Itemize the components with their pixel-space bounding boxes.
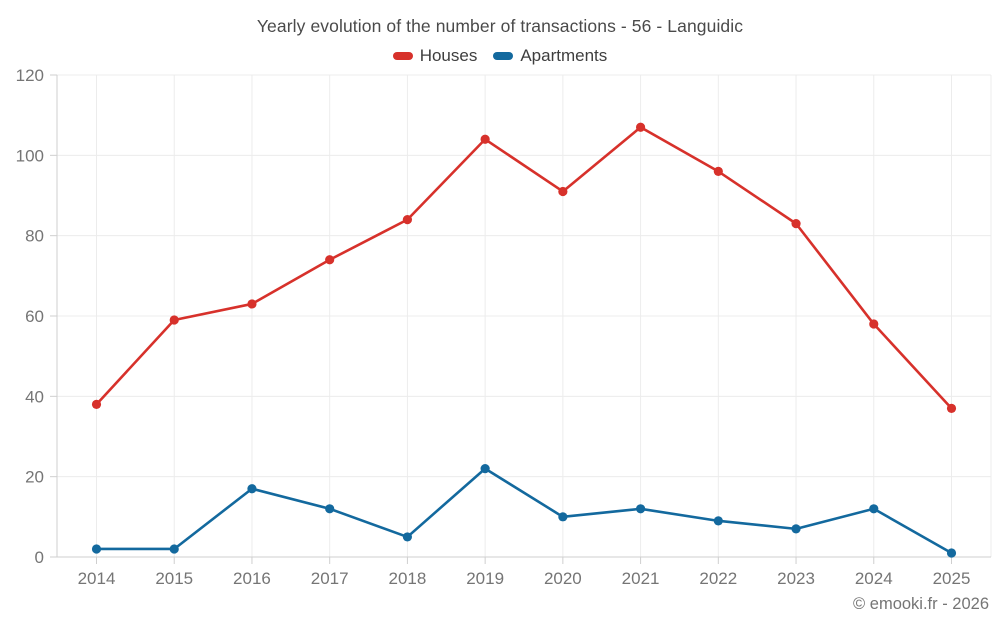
apartments-legend-swatch-icon [493, 52, 514, 60]
data-point-apartments[interactable] [402, 532, 413, 542]
x-axis-label: 2020 [544, 569, 582, 588]
data-point-houses[interactable] [247, 299, 257, 309]
x-axis-label: 2017 [311, 569, 349, 588]
x-axis-label: 2025 [933, 569, 971, 588]
y-axis-label: 60 [25, 307, 44, 326]
series-line-houses [95, 125, 953, 410]
x-axis-label: 2022 [699, 569, 737, 588]
series-line-apartments [95, 467, 953, 555]
legend-label-houses: Houses [419, 46, 478, 65]
y-axis-label: 40 [25, 387, 44, 406]
data-point-houses[interactable] [91, 399, 102, 409]
data-point-houses[interactable] [791, 219, 801, 229]
data-point-apartments[interactable] [946, 548, 957, 558]
data-point-houses[interactable] [325, 255, 335, 265]
x-axis-label: 2023 [777, 569, 815, 588]
x-axis-label: 2014 [78, 569, 116, 588]
data-point-apartments[interactable] [325, 504, 335, 514]
x-axis-label: 2015 [155, 569, 193, 588]
y-axis-label: 100 [16, 146, 44, 165]
data-point-apartments[interactable] [169, 544, 179, 554]
houses-legend-swatch-icon [392, 52, 413, 60]
data-point-apartments[interactable] [558, 512, 568, 522]
data-point-houses[interactable] [635, 122, 646, 132]
data-point-houses[interactable] [480, 134, 490, 144]
x-axis-label: 2018 [388, 569, 426, 588]
data-point-apartments[interactable] [713, 516, 723, 526]
y-axis-label: 120 [16, 66, 44, 85]
data-point-houses[interactable] [713, 166, 723, 176]
data-point-houses[interactable] [558, 186, 568, 197]
data-point-houses[interactable] [169, 315, 179, 325]
y-axis-label: 0 [35, 548, 44, 567]
data-point-houses[interactable] [869, 319, 879, 329]
data-point-houses[interactable] [402, 215, 413, 225]
x-axis-label: 2016 [233, 569, 271, 588]
legend-label-apartments: Apartments [520, 46, 608, 65]
data-point-apartments[interactable] [869, 504, 879, 514]
data-point-apartments[interactable] [635, 504, 646, 514]
x-axis-label: 2024 [855, 569, 893, 588]
data-point-apartments[interactable] [247, 484, 257, 494]
data-point-apartments[interactable] [91, 544, 102, 554]
x-axis-label: 2021 [622, 569, 660, 588]
copyright-credit: © emooki.fr - 2026 [853, 595, 989, 613]
legend-item-houses[interactable]: Houses [392, 46, 478, 66]
data-point-houses[interactable] [946, 403, 957, 413]
y-axis-label: 80 [25, 227, 44, 246]
data-point-apartments[interactable] [791, 524, 801, 534]
chart-title: Yearly evolution of the number of transa… [256, 16, 744, 36]
x-axis-label: 2019 [466, 569, 504, 588]
legend: Houses Apartments [0, 46, 1000, 66]
data-point-apartments[interactable] [480, 464, 490, 474]
legend-item-apartments[interactable]: Apartments [493, 46, 607, 66]
y-axis-label: 20 [25, 468, 44, 487]
